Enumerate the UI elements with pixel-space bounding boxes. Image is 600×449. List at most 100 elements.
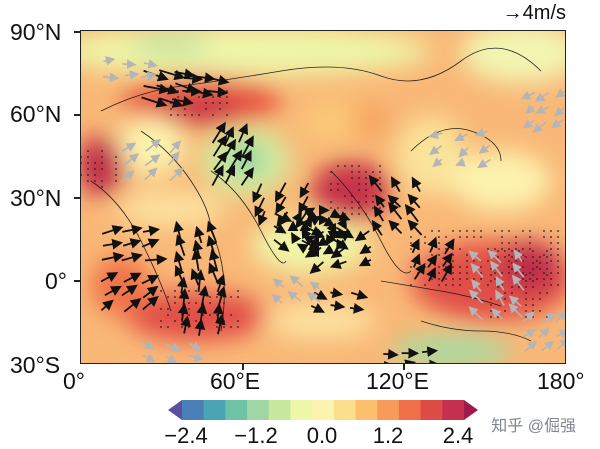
colorbar-block: [355, 400, 378, 420]
stipple-dot: [459, 236, 461, 238]
stipple-dot: [466, 230, 468, 232]
wind-vector-arrow: [121, 252, 143, 263]
colorbar-tick-label: −1.2: [234, 423, 278, 448]
wind-vector-arrow: [329, 258, 347, 269]
stipple-dot: [188, 302, 190, 304]
stipple-dot: [424, 236, 426, 238]
stipple-dot: [438, 242, 440, 244]
stipple-dot: [543, 272, 545, 274]
stipple-dot: [115, 174, 117, 176]
wind-vector-arrow: [429, 144, 443, 156]
stipple-dot: [330, 171, 332, 173]
stipple-dot: [490, 274, 492, 276]
wind-vector-arrow: [122, 59, 137, 70]
stipple-dot: [504, 298, 506, 300]
stipple-dot: [546, 268, 548, 270]
wind-vector-arrow: [478, 144, 491, 154]
stipple-dot: [518, 286, 520, 288]
stipple-dot: [410, 236, 412, 238]
stipple-dot: [230, 296, 232, 298]
wind-vector-arrow: [374, 194, 386, 208]
stipple-dot: [466, 272, 468, 274]
tick-lat-30: [74, 197, 80, 199]
wind-vector-arrow: [303, 207, 316, 218]
wind-vector-arrow: [388, 219, 403, 235]
stipple-dot: [177, 114, 179, 116]
stipple-dot: [438, 236, 440, 238]
wind-vector-arrow: [407, 193, 421, 209]
wind-vector-arrow: [474, 128, 489, 138]
stipple-dot: [452, 248, 454, 250]
colorbar-tick-label: 0.0: [306, 423, 338, 448]
wind-vector-arrow: [522, 328, 537, 338]
stipple-dot: [358, 213, 360, 215]
stipple-dot: [532, 310, 534, 312]
wind-vector-arrow: [316, 236, 329, 247]
colorbar-block: [247, 400, 270, 420]
wind-vector-arrow: [538, 327, 550, 339]
stipple-dot: [515, 242, 517, 244]
stipple-dot: [160, 290, 162, 292]
stipple-dot: [379, 207, 381, 209]
wind-vector-arrow: [159, 69, 186, 81]
stipple-dot: [497, 256, 499, 258]
stipple-dot: [522, 266, 524, 268]
stipple-dot: [487, 248, 489, 250]
wind-vector-arrow: [310, 303, 325, 313]
wind-vector-arrow: [368, 174, 383, 192]
stipple-dot: [480, 278, 482, 280]
stipple-dot: [223, 326, 225, 328]
wind-vector-arrow: [555, 310, 565, 323]
stipple-dot: [445, 278, 447, 280]
wind-vector-arrow: [444, 238, 455, 255]
stipple-dot: [539, 310, 541, 312]
wind-vector-arrow: [212, 134, 228, 157]
stipple-dot: [177, 96, 179, 98]
wind-vector-arrow: [207, 74, 230, 86]
stipple-dot: [522, 230, 524, 232]
stipple-dot: [501, 248, 503, 250]
wind-vector-arrow: [275, 196, 287, 215]
wind-vector-arrow: [336, 217, 347, 230]
stipple-dot: [170, 114, 172, 116]
stipple-dot: [223, 302, 225, 304]
wind-vector-arrow: [123, 298, 142, 313]
stipple-dot: [490, 268, 492, 270]
stipple-dot: [438, 284, 440, 286]
map-canvas: [81, 31, 565, 363]
colorbar-block: [377, 400, 400, 420]
stipple-dot: [205, 102, 207, 104]
wind-vector-arrow: [373, 205, 385, 222]
wind-vector-arrow: [520, 90, 536, 100]
colorbar-block: [225, 400, 248, 420]
stipple-dot: [550, 230, 552, 232]
lat-label-90n: 90°N: [10, 19, 62, 45]
stipple-dot: [344, 213, 346, 215]
stipple-dot: [365, 183, 367, 185]
wind-vector-arrow: [211, 121, 226, 144]
stipple-dot: [501, 230, 503, 232]
stipple-dot: [515, 260, 517, 262]
stipple-dot: [525, 304, 527, 306]
colorbar-block: [420, 400, 443, 420]
wind-vector-arrow: [309, 215, 322, 226]
stipple-dot: [226, 102, 228, 104]
wind-vector-arrow: [404, 203, 419, 223]
stipple-dot: [115, 180, 117, 182]
wind-vector-arrow: [194, 318, 206, 336]
stipple-dot: [410, 266, 412, 268]
stipple-dot: [160, 320, 162, 322]
stipple-dot: [515, 248, 517, 250]
wind-vector-arrow: [489, 260, 503, 277]
wind-vector-arrow: [468, 250, 482, 262]
wind-vector-arrow: [550, 118, 565, 129]
stipple-dot: [529, 230, 531, 232]
wind-vector-arrow: [428, 129, 443, 140]
wind-vector-arrow: [413, 262, 426, 280]
wind-vector-arrow: [287, 290, 302, 302]
stipple-dot: [501, 242, 503, 244]
stipple-dot: [515, 236, 517, 238]
stipple-dot: [237, 320, 239, 322]
stipple-dot: [410, 248, 412, 250]
wind-vector-arrow: [522, 311, 535, 323]
